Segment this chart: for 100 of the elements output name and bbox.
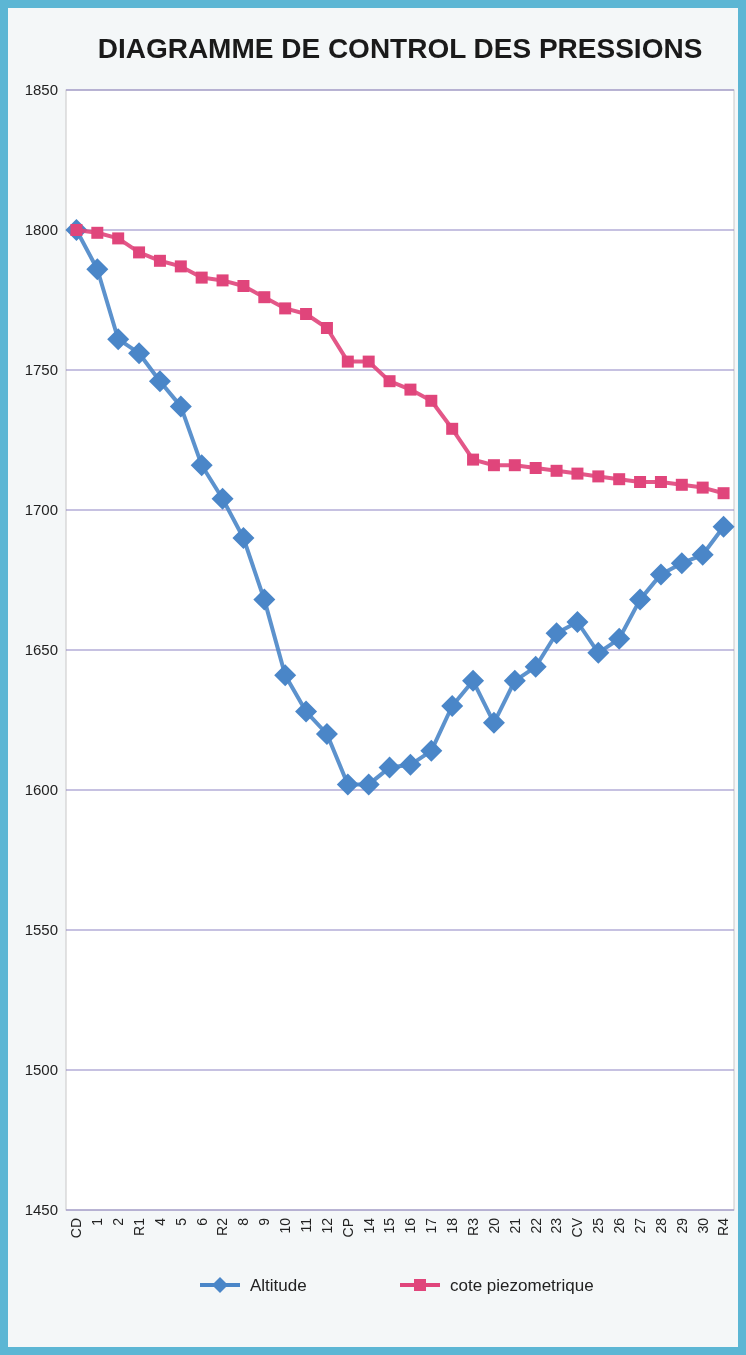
point xyxy=(670,552,693,575)
point xyxy=(712,515,735,538)
point xyxy=(274,664,297,687)
x-tick-label: 29 xyxy=(673,1217,690,1234)
y-tick-label: 1700 xyxy=(24,501,58,519)
chart-title: DIAGRAMME DE CONTROL DES PRESSIONS xyxy=(97,33,703,64)
y-tick-label: 1850 xyxy=(24,81,58,99)
x-tick-label: 5 xyxy=(172,1217,189,1226)
x-tick-label: 30 xyxy=(694,1217,711,1234)
x-tick-label: 16 xyxy=(402,1217,419,1234)
point xyxy=(587,641,610,664)
x-tick-label: 28 xyxy=(652,1217,669,1234)
point xyxy=(107,328,130,351)
x-tick-label: R2 xyxy=(214,1217,231,1236)
point xyxy=(237,280,250,292)
y-tick-label: 1500 xyxy=(24,1061,58,1079)
point xyxy=(148,370,171,393)
point xyxy=(320,322,333,334)
point xyxy=(566,611,589,633)
x-tick-label: 1 xyxy=(89,1217,106,1226)
point xyxy=(529,462,542,474)
point xyxy=(211,487,234,510)
point xyxy=(300,308,313,320)
point xyxy=(336,773,359,796)
x-tick-label: CP xyxy=(339,1218,356,1238)
y-tick-label: 1650 xyxy=(24,641,58,659)
x-tick-label: 20 xyxy=(485,1217,502,1234)
point xyxy=(629,588,652,611)
point xyxy=(295,700,318,723)
point xyxy=(462,669,485,692)
x-tick-label: 10 xyxy=(277,1217,294,1234)
point xyxy=(649,563,672,586)
point xyxy=(128,342,151,365)
point xyxy=(112,232,125,245)
x-tick-label: 21 xyxy=(506,1217,523,1234)
point xyxy=(441,695,464,717)
x-tick-label: 2 xyxy=(110,1217,127,1226)
point xyxy=(153,254,166,267)
point xyxy=(634,476,647,488)
x-tick-label: 9 xyxy=(256,1217,273,1226)
x-tick-label: R4 xyxy=(715,1217,732,1236)
x-tick-label: R1 xyxy=(130,1217,147,1236)
point xyxy=(357,773,380,796)
point xyxy=(524,655,547,678)
x-tick-label: CV xyxy=(569,1217,586,1238)
x-tick-label: R3 xyxy=(464,1217,481,1236)
point xyxy=(503,669,526,692)
x-tick-label: 26 xyxy=(611,1217,628,1234)
y-tick-label: 1550 xyxy=(24,921,58,939)
x-tick-label: 6 xyxy=(193,1217,210,1226)
y-tick-label: 1750 xyxy=(24,361,58,379)
point xyxy=(174,260,187,273)
x-tick-label: CD xyxy=(68,1218,85,1239)
x-tick-label: 23 xyxy=(548,1217,565,1234)
point xyxy=(133,246,146,259)
x-tick-label: 22 xyxy=(527,1217,544,1234)
point xyxy=(362,355,375,368)
point xyxy=(696,481,709,494)
point xyxy=(613,473,626,486)
x-tick-label: 8 xyxy=(235,1217,252,1226)
point xyxy=(675,478,688,491)
x-tick-label: 27 xyxy=(631,1217,648,1234)
point xyxy=(691,543,714,566)
x-tick-label: 17 xyxy=(423,1217,440,1234)
point xyxy=(195,271,208,284)
y-tick-label: 1800 xyxy=(24,221,58,239)
point xyxy=(446,422,459,435)
point xyxy=(482,711,505,734)
point xyxy=(383,375,396,388)
point xyxy=(420,739,443,762)
point xyxy=(378,756,401,779)
legend-label: cote piezometrique xyxy=(450,1275,594,1295)
point xyxy=(717,487,730,500)
point xyxy=(592,470,605,483)
point xyxy=(404,383,417,396)
point xyxy=(190,454,213,477)
point xyxy=(545,622,568,645)
point xyxy=(253,588,276,611)
point xyxy=(425,394,438,407)
point xyxy=(279,302,292,315)
point xyxy=(550,464,563,477)
x-tick-label: 25 xyxy=(590,1217,607,1234)
point xyxy=(341,355,354,368)
x-tick-label: 15 xyxy=(381,1217,398,1234)
point xyxy=(608,627,631,650)
point xyxy=(216,274,229,287)
point xyxy=(467,453,480,466)
point xyxy=(399,753,422,776)
y-tick-label: 1600 xyxy=(24,781,58,799)
point xyxy=(508,459,521,472)
x-tick-label: 14 xyxy=(360,1217,377,1234)
point xyxy=(232,527,255,549)
y-tick-label: 1450 xyxy=(24,1201,58,1219)
x-tick-label: 18 xyxy=(444,1217,461,1234)
point xyxy=(315,723,338,745)
point xyxy=(571,467,584,480)
x-tick-label: 11 xyxy=(297,1217,314,1233)
point xyxy=(258,291,271,304)
point xyxy=(91,226,104,239)
point xyxy=(654,476,667,488)
